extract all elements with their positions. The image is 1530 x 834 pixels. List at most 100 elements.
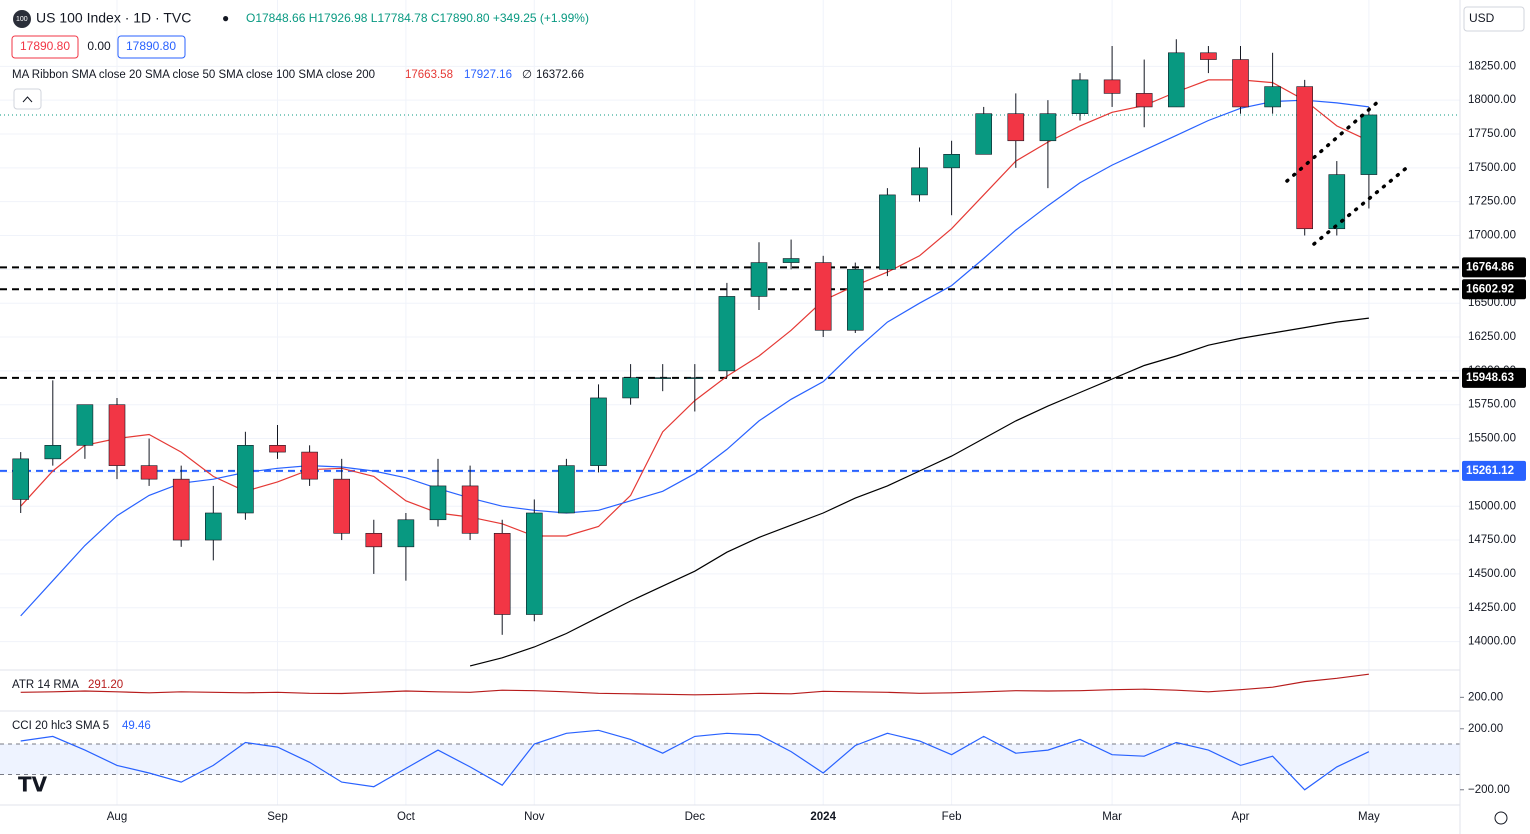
ma-legend[interactable]: MA Ribbon SMA close 20 SMA close 50 SMA … [12,69,375,81]
candle-body [1071,79,1089,114]
plot [0,39,1460,791]
y-tick-label: 14750.00 [1468,534,1516,546]
y-tick-label: 16250.00 [1468,331,1516,343]
atr-value: 291.20 [88,679,123,691]
ask-box[interactable] [117,35,186,59]
bid[interactable]: 17890.80 [20,39,70,53]
y-tick-label: 17250.00 [1468,196,1516,208]
cci-value: 49.46 [122,720,151,732]
candle-body [12,458,29,500]
y-tick-label: 200.00 [1468,723,1503,735]
collapse-icon [22,96,33,103]
candle-body [108,404,126,466]
candle-body [1232,59,1249,108]
wedge-annotation [1285,98,1412,246]
y-tick-label: 18250.00 [1468,60,1516,72]
ma-value: ∅ [522,69,532,81]
currency-button[interactable] [1463,6,1525,32]
y-tick-label: 17500.00 [1468,162,1516,174]
candle-body [1296,86,1313,230]
tv-logo: 𝗧𝗩 [18,774,48,796]
y-tick-label: −200.00 [1468,784,1510,796]
level-label: 16764.86 [1466,261,1514,273]
indicator-line [20,729,1370,791]
candle-body [333,478,351,534]
cci-title: CCI 20 hlc3 SMA 5 [12,720,109,732]
level-label-box [1462,257,1526,278]
level-label: 16602.92 [1466,283,1514,295]
candle-body [654,377,672,379]
ma-value: 17663.58 [405,69,453,81]
ma-value: 17927.16 [464,69,512,81]
candle-body [525,512,543,615]
candle-body [1168,52,1185,108]
x-tick-label: Mar [1102,811,1122,823]
candle-body [397,519,415,548]
level-label: 15261.12 [1466,465,1514,477]
x-tick-label: Nov [524,811,545,823]
candle-body [301,451,318,480]
candle-body [718,296,736,372]
ma-value: 16372.66 [536,69,584,81]
x-tick-label: Dec [685,811,706,823]
candle-body [365,532,383,548]
settings-icon[interactable] [1494,811,1508,825]
candle-body [1360,114,1378,175]
x-tick-label: Aug [107,811,127,823]
level-label-box [1462,279,1526,300]
x-tick-label: Sep [267,811,287,823]
candle-body [846,269,864,331]
y-tick-label: 17750.00 [1468,128,1516,140]
candle-body [975,113,993,155]
x-tick-label: May [1358,811,1380,823]
spread: 0.00 [87,39,111,53]
x-tick-label: Apr [1232,811,1250,823]
indicator-line [20,673,1369,696]
symbol-icon-text: 100 [16,16,28,23]
level-label-box [1462,367,1526,388]
candle-body [140,465,158,480]
atr-title: ATR 14 RMA [12,679,79,691]
y-tick-label: 15000.00 [1468,500,1516,512]
candle-body [429,485,447,521]
candle-body [814,262,832,331]
candle-body [1135,93,1153,108]
symbol-dot: ● [222,11,229,25]
x-tick-label: Feb [942,811,962,823]
symbol-title[interactable]: US 100 Index · 1D · TVC [36,10,191,26]
y-tick-label: 18000.00 [1468,94,1516,106]
candle-body [686,377,704,379]
price-axis: 18250.00 18000.00 17750.00 17500.00 17250.00… [107,60,1526,823]
candle-body [622,377,639,399]
candle-body [879,194,896,270]
candle-body [493,532,511,615]
candle-body [1039,113,1057,142]
candle-body [205,512,222,541]
y-tick-label: 17000.00 [1468,230,1516,242]
y-tick-label: 14000.00 [1468,636,1516,648]
ohlc: O17848.66 H17926.98 L17784.78 C17890.80 … [246,11,589,25]
y-tick-label: 16500.00 [1468,297,1516,309]
symbol-icon [13,10,31,28]
ask[interactable]: 17890.80 [126,39,176,53]
candle-body [1103,79,1121,94]
moving-average [469,317,1369,667]
currency[interactable]: USD [1469,11,1495,25]
candle-body [461,485,479,534]
candle-body [1264,86,1281,108]
bid-box[interactable] [11,35,79,59]
candle-body [1007,113,1025,142]
collapse-button[interactable] [13,88,42,110]
x-tick-label: 2024 [810,811,836,823]
level-label-box [1462,460,1526,481]
candle-body [44,445,62,460]
candle-body [237,445,254,514]
candle-body [1200,52,1217,60]
candle-body [76,404,94,446]
y-tick-label: 15750.00 [1468,399,1516,411]
y-tick-label: 15500.00 [1468,433,1516,445]
candle-body [911,167,928,196]
level-label: 15948.63 [1466,372,1514,384]
